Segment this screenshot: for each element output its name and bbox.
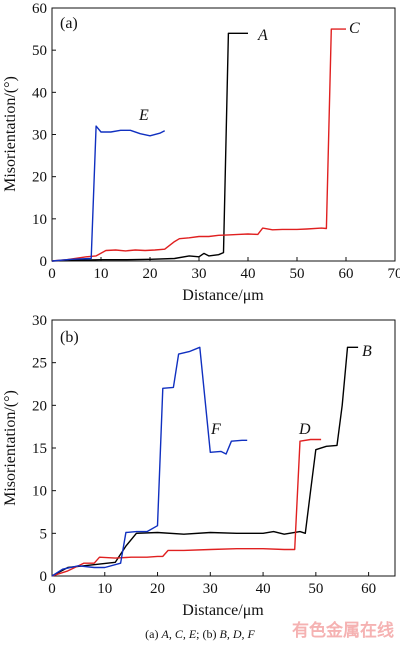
watermark: 有色金属在线 (292, 620, 394, 641)
panel-b-x-tick-label: 40 (256, 581, 271, 597)
panel-a-x-tick-label: 0 (48, 266, 56, 282)
panel-b-y-tick-label: 10 (32, 484, 47, 500)
panel-a-y-tick-label: 60 (32, 1, 47, 17)
series-line-E (51, 125, 166, 262)
series-line-F (51, 346, 248, 577)
panel-a-y-tick-label: 50 (32, 43, 47, 59)
series-line-A (51, 32, 248, 262)
panel-a-y-tick-label: 30 (32, 128, 47, 144)
panel-a-y-tick-label: 40 (32, 85, 47, 101)
caption-mid: ; (b) (196, 627, 219, 641)
panel-a-y-tick-label: 10 (32, 212, 47, 228)
panel-a-x-tick-label: 30 (192, 266, 207, 282)
panel-a-x-tick-label: 20 (143, 266, 158, 282)
panel-a-series (51, 28, 346, 262)
panel-a-x-axis-label: Distance/μm (182, 287, 264, 304)
panel-a-x-tick-label: 40 (241, 266, 256, 282)
panel-b-x-tick-label: 50 (308, 581, 323, 597)
caption-prefix: (a) (145, 627, 161, 641)
panel-b-label: (b) (60, 329, 79, 346)
panel-a-y-tick-label: 20 (32, 170, 47, 186)
panel-b-y-tick-label: 0 (40, 569, 48, 585)
caption-group-a: A, C, E (161, 627, 197, 641)
panel-b-frame (51, 319, 396, 577)
panel-b-y-tick-label: 30 (32, 313, 47, 329)
panel-a-x-tick-label: 10 (94, 266, 109, 282)
panel-b-series (51, 346, 359, 577)
series-line-C (51, 28, 346, 262)
panel-b-x-axis-label: Distance/μm (182, 602, 264, 619)
panel-a-x-tick-label: 60 (339, 266, 354, 282)
panel-b-x-tick-label: 30 (203, 581, 218, 597)
panel-a-x-tick-label: 70 (388, 266, 400, 282)
caption-group-b: B, D, F (220, 627, 256, 641)
panel-b: (b) 0 10 20 30 40 50 60 0 5 10 15 20 25 30 Distance/… (2, 313, 396, 619)
curve-label-F: F (210, 421, 221, 438)
panel-a: (a) 0 10 20 30 40 50 60 70 0 10 20 30 40 50 60 Distan… (2, 1, 400, 304)
curve-label-E: E (138, 107, 149, 124)
figure-caption: (a) A, C, E; (b) B, D, F (145, 627, 255, 641)
panel-b-x-tick-label: 0 (48, 581, 56, 597)
panel-b-x-tick-label: 10 (97, 581, 112, 597)
panel-a-x-tick-label: 50 (290, 266, 305, 282)
panel-b-y-tick-label: 25 (32, 356, 47, 372)
panel-b-y-tick-label: 15 (32, 441, 47, 457)
curve-label-A: A (257, 27, 268, 44)
panel-a-y-axis-label: Misorientation/(°) (2, 76, 19, 192)
panel-b-x-tick-label: 60 (361, 581, 376, 597)
panel-a-x-ticks: 0 10 20 30 40 50 60 70 (48, 257, 400, 282)
series-line-D (51, 438, 322, 577)
curve-label-B: B (362, 343, 372, 360)
curve-label-D: D (298, 421, 311, 438)
panel-b-y-ticks: 0 5 10 15 20 25 30 (32, 313, 56, 585)
panel-b-y-tick-label: 5 (40, 526, 48, 542)
panel-a-label: (a) (60, 15, 78, 32)
panel-b-y-tick-label: 20 (32, 398, 47, 414)
curve-label-C: C (349, 20, 360, 37)
series-line-B (51, 346, 359, 577)
panel-b-y-axis-label: Misorientation/(°) (2, 390, 19, 506)
panel-a-y-ticks: 0 10 20 30 40 50 60 (32, 1, 56, 270)
panel-b-x-tick-label: 20 (150, 581, 165, 597)
panel-a-y-tick-label: 0 (40, 254, 48, 270)
panel-b-x-ticks: 0 10 20 30 40 50 60 (48, 572, 376, 597)
